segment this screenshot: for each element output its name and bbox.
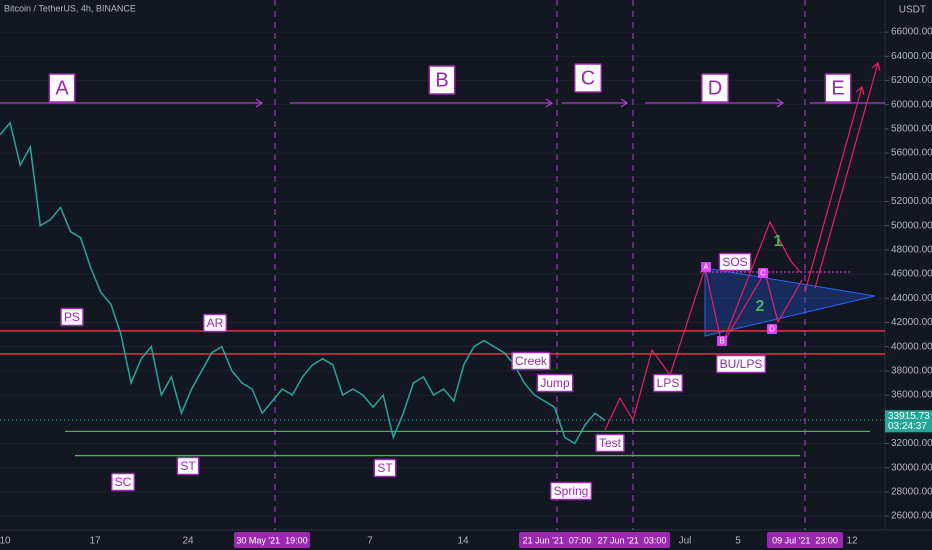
phase-label-box (701, 73, 729, 103)
point-label: B (719, 337, 724, 346)
annotation: SOS (722, 255, 747, 269)
phase-label-box (574, 63, 602, 93)
phase-arrowhead (545, 98, 554, 108)
phase-label: B (435, 69, 448, 91)
annotation-box (715, 354, 767, 374)
annotation: Test (599, 436, 622, 450)
annotation: ST (180, 459, 196, 473)
annotation: LPS (657, 376, 680, 390)
y-tick-label: 66000.00 (891, 27, 932, 38)
phase-label: C (581, 67, 595, 89)
y-tick-label: 56000.00 (891, 148, 932, 159)
last-price-box (885, 410, 932, 433)
point-label-box (767, 324, 777, 334)
annotation: BU/LPS (720, 357, 763, 371)
projection (604, 61, 881, 431)
y-tick-label: 40000.00 (891, 341, 932, 352)
x-label-highlight (594, 532, 670, 548)
chart-title: Bitcoin / TetherUS, 4h, BINANCE (4, 3, 136, 13)
wave-label: 2 (756, 298, 765, 315)
x-tick-label: Jul (679, 536, 692, 547)
y-tick-label: 38000.00 (891, 366, 932, 377)
phase-label-box (428, 65, 456, 95)
y-tick-label: 64000.00 (891, 51, 932, 62)
y-tick-label: 50000.00 (891, 220, 932, 231)
y-tick-label: 52000.00 (891, 196, 932, 207)
phase-label: A (55, 77, 69, 99)
y-tick-label: 42000.00 (891, 317, 932, 328)
annotation: ST (377, 461, 393, 475)
y-tick-label: 46000.00 (891, 269, 932, 280)
phase-arrowhead (620, 98, 629, 108)
x-tick-label: 17 (89, 536, 101, 547)
annotation: Creek (515, 354, 548, 368)
annotation: Spring (554, 484, 589, 498)
annotation-box (595, 433, 625, 453)
annotation-box (511, 351, 551, 371)
annotation-box (536, 373, 574, 393)
x-label-highlight (234, 532, 310, 548)
x-tick-label: 24 (182, 536, 194, 547)
x-tick-label: 14 (457, 536, 469, 547)
annotation-box (176, 456, 200, 476)
x-tick-label: 21 Jun '21 07:00 (523, 535, 592, 545)
y-tick-label: 26000.00 (891, 511, 932, 522)
point-label: D (769, 325, 775, 334)
y-tick-label: 62000.00 (891, 75, 932, 86)
x-label-highlight (767, 532, 843, 548)
annotation: AR (207, 316, 224, 330)
phase-label-box (824, 73, 852, 103)
price-line (0, 121, 606, 445)
annotation: PS (64, 310, 80, 324)
x-tick-label: 27 Jun '21 03:00 (598, 535, 667, 545)
point-label-box (717, 336, 727, 346)
y-tick-label: 44000.00 (891, 293, 932, 304)
last-price: 33915.73 (888, 411, 930, 422)
point-label: A (703, 263, 709, 272)
y-tick-label: 32000.00 (891, 438, 932, 449)
y-tick-label: 58000.00 (891, 124, 932, 135)
x-tick-label: 7 (367, 536, 373, 547)
point-label: C (760, 269, 766, 278)
annotation-box (549, 481, 593, 501)
phase-label: E (831, 77, 844, 99)
y-tick-label: 54000.00 (891, 172, 932, 183)
y-tick-label: 30000.00 (891, 462, 932, 473)
x-tick-label: 12 (846, 536, 858, 547)
phase-label-box (48, 73, 76, 103)
y-tick-label: 48000.00 (891, 245, 932, 256)
annotation-box (718, 252, 752, 272)
phase-arrowhead (776, 98, 785, 108)
x-tick-label: 5 (735, 536, 741, 547)
x-tick-label: 30 May '21 19:00 (236, 535, 307, 545)
annotation-box (202, 313, 228, 333)
annotation-box (60, 307, 84, 327)
countdown: 03:24:37 (888, 421, 927, 432)
annotation-box (110, 472, 136, 492)
annotation: SC (115, 475, 132, 489)
currency: USDT (899, 5, 926, 16)
phase-arrowhead (255, 98, 264, 108)
annotation: Jump (540, 376, 570, 390)
phase-separators (274, 0, 806, 530)
y-tick-label: 28000.00 (891, 487, 932, 498)
y-tick-label: 60000.00 (891, 99, 932, 110)
y-tick-label: 36000.00 (891, 390, 932, 401)
wave-label: 1 (774, 233, 783, 250)
point-label-box (758, 268, 768, 278)
annotation-box (652, 373, 684, 393)
x-label-highlight (519, 532, 595, 548)
x-tick-label: 09 Jul '21 23:00 (772, 535, 838, 545)
phase-label: D (708, 77, 722, 99)
x-tick-label: 10 (0, 536, 11, 547)
point-label-box (701, 262, 711, 272)
annotation-box (373, 458, 397, 478)
